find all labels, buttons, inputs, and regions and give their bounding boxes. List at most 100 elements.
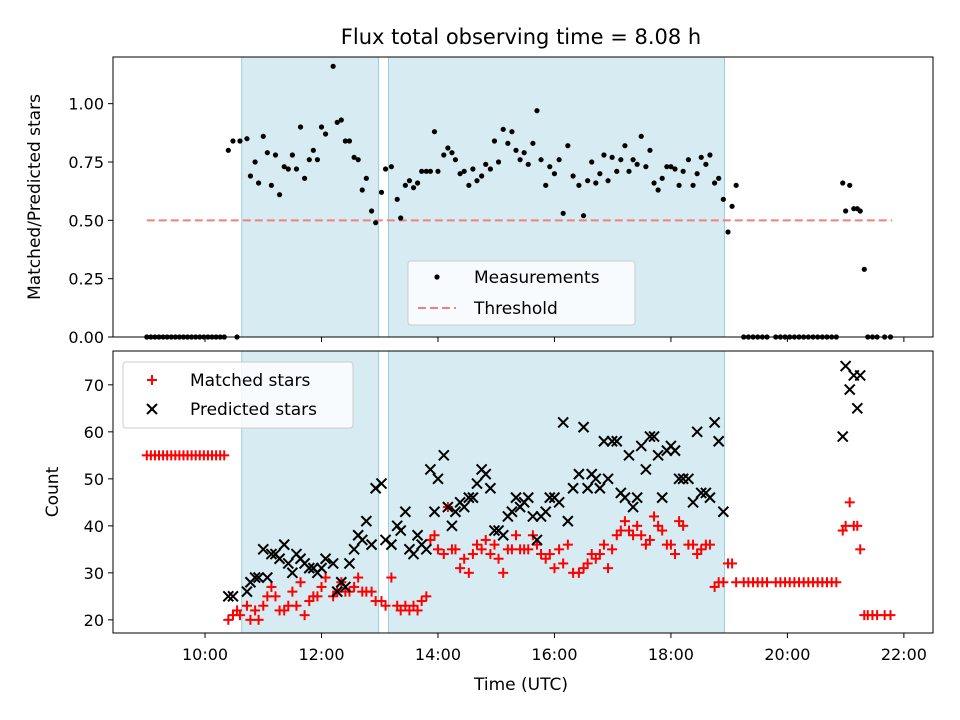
matched-star-point	[480, 534, 491, 545]
measurement-point	[388, 164, 394, 170]
predicted-star-point	[553, 496, 565, 509]
matched-star-point	[421, 591, 432, 602]
matched-star-point	[258, 600, 269, 611]
predicted-star-point	[432, 473, 444, 485]
predicted-star-point	[286, 567, 299, 579]
predicted-star-point	[222, 590, 235, 603]
measurement-point	[479, 173, 485, 179]
matched-star-point	[395, 605, 406, 616]
measurement-point	[346, 138, 353, 144]
measurement-point	[680, 168, 686, 174]
predicted-star-point	[712, 435, 725, 447]
matched-star-point	[649, 511, 660, 522]
measurement-point	[565, 143, 571, 149]
matched-star-point	[554, 544, 565, 555]
measurement-point	[423, 168, 429, 174]
measurement-point	[495, 159, 502, 165]
predicted-star-point	[442, 501, 454, 513]
measurement-point	[378, 189, 385, 195]
x-tick-label: 22:00	[881, 645, 927, 664]
predicted-star-point	[669, 444, 681, 457]
predicted-star-point	[623, 449, 635, 462]
predicted-star-point	[704, 491, 716, 504]
predicted-star-point	[446, 520, 458, 532]
predicted-star-point	[522, 491, 534, 504]
measurement-point	[538, 157, 544, 163]
measurement-point	[382, 166, 389, 172]
x-tick-label: 12:00	[298, 645, 344, 664]
measurement-point	[402, 182, 408, 188]
matched-star-point	[727, 558, 738, 569]
measurement-point	[260, 133, 266, 139]
predicted-star-point	[327, 557, 339, 570]
measurement-point	[601, 152, 607, 158]
predicted-star-point	[598, 435, 610, 447]
measurement-point	[551, 171, 558, 177]
measurement-point	[474, 178, 480, 184]
top-y-ticks: 0.00 0.25 0.50 0.75 1.00	[68, 95, 113, 347]
matched-star-point	[632, 520, 643, 531]
measurement-point	[285, 166, 291, 172]
matched-star-point	[657, 525, 668, 536]
bottom-panel: 10:00 12:00 14:00 16:00 18:00 20:00 22:00 20 30…	[43, 350, 934, 695]
y-tick-label: 70	[84, 376, 104, 395]
measurement-point	[609, 154, 615, 160]
predicted-star-point	[611, 435, 623, 447]
measurement-point	[281, 164, 287, 170]
predicted-star-point	[428, 506, 441, 518]
measurement-point	[289, 152, 295, 158]
matched-star-point	[718, 577, 729, 588]
measurement-point	[651, 180, 657, 186]
matched-star-point	[885, 610, 896, 621]
matched-star-point	[223, 614, 234, 625]
predicted-star-point	[497, 529, 509, 541]
measurement-point	[840, 180, 846, 186]
measurement-point	[351, 154, 357, 160]
measurement-point	[293, 166, 300, 172]
predicted-star-point	[540, 506, 552, 518]
predicted-star-point	[438, 449, 450, 462]
measurement-point	[445, 145, 451, 151]
matched-star-point	[219, 450, 230, 461]
measurement-point	[247, 173, 254, 179]
matched-star-point	[253, 614, 264, 625]
measurement-point	[589, 159, 595, 165]
matched-star-point	[558, 558, 569, 569]
matched-star-point	[353, 572, 364, 583]
predicted-star-point	[360, 515, 373, 527]
measurement-point	[500, 126, 506, 132]
predicted-star-point	[527, 510, 539, 523]
matched-star-point	[450, 544, 461, 555]
matched-star-point	[489, 539, 500, 550]
top-y-axis-label: Matched/Predicted stars	[25, 94, 45, 300]
predicted-star-point	[839, 360, 852, 372]
measurement-point	[342, 138, 348, 144]
measurement-point	[264, 150, 270, 156]
measurement-point	[355, 157, 361, 163]
measurement-point	[252, 159, 258, 165]
measurement-point	[410, 185, 417, 191]
predicted-star-point	[695, 487, 707, 499]
predicted-star-point	[348, 543, 360, 556]
measurement-point	[394, 196, 400, 202]
measurement-point	[659, 175, 665, 181]
measurement-point	[457, 171, 463, 177]
top-panel: 0.00 0.25 0.50 0.75 1.00 Flux total observin…	[25, 25, 934, 347]
predicted-star-point	[471, 477, 483, 490]
predicted-star-point	[652, 449, 664, 462]
measurement-point	[487, 166, 493, 172]
matched-star-point	[852, 520, 863, 531]
y-tick-label: 60	[84, 423, 104, 442]
x-tick-label: 20:00	[764, 645, 810, 664]
measurement-point	[720, 196, 726, 202]
measurement-point	[725, 229, 731, 235]
predicted-star-point	[691, 426, 703, 438]
predicted-star-point	[273, 553, 286, 565]
bottom-legend: Matched stars Predicted stars	[122, 361, 354, 429]
matched-star-point	[536, 549, 547, 560]
matched-star-point	[598, 539, 609, 550]
predicted-star-point	[844, 383, 856, 396]
x-tick-label: 18:00	[648, 645, 694, 664]
measurement-point	[690, 182, 696, 188]
matched-star-point	[619, 516, 630, 527]
